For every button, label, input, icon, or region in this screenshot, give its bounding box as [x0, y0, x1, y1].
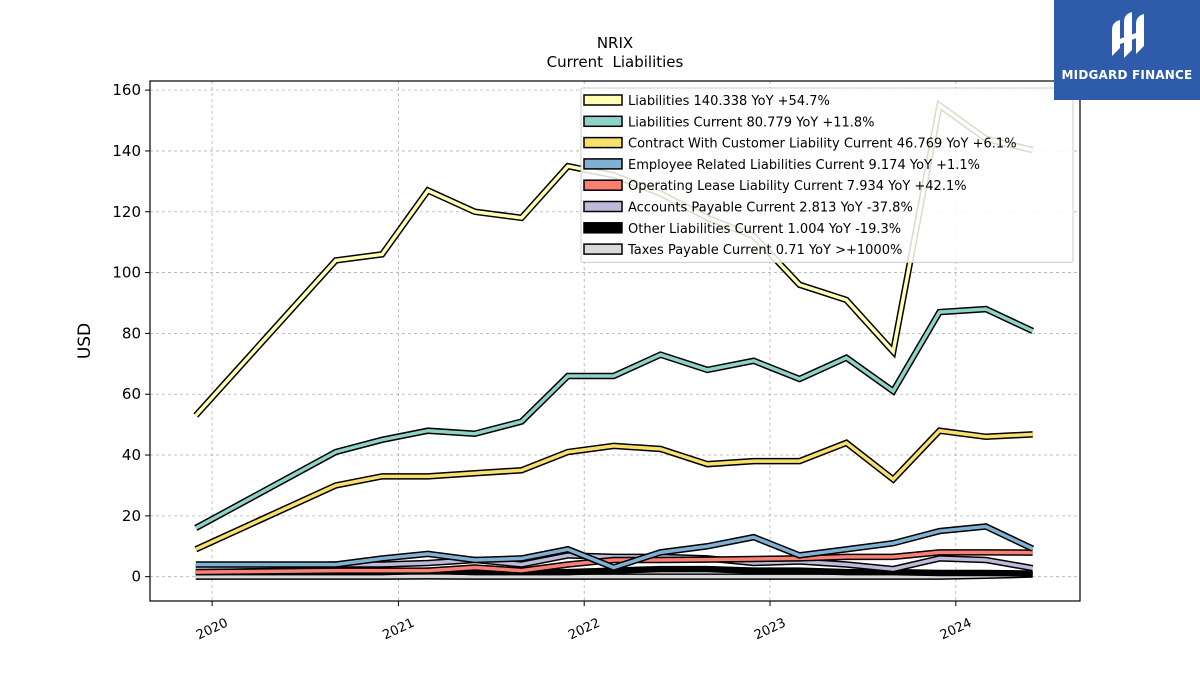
legend-swatch: [583, 94, 623, 106]
series-contract-with-customer-liability-current: [194, 427, 1033, 553]
series-liabilities-current: [194, 305, 1035, 531]
y-tick-label: 120: [112, 203, 141, 221]
legend-label: Employee Related Liabilities Current 9.1…: [628, 158, 980, 173]
x-tick-label: 2022: [566, 616, 602, 644]
series-line-outline: [194, 427, 1033, 553]
legend-label: Liabilities Current 80.779 YoY +11.8%: [628, 115, 875, 130]
midgard-finance-logo: MIDGARD FINANCE: [1054, 0, 1200, 100]
chart-title: NRIX: [597, 34, 633, 52]
legend-swatch: [583, 136, 623, 149]
legend-label: Contract With Customer Liability Current…: [628, 137, 1017, 152]
y-tick-label: 80: [122, 324, 141, 342]
logo-mark-icon: [1112, 12, 1144, 58]
logo-text: MIDGARD FINANCE: [1061, 68, 1193, 82]
x-tick-label: 2024: [938, 616, 974, 644]
chart-subtitle: Current Liabilities: [547, 53, 684, 71]
series-line: [195, 524, 1034, 570]
y-tick-label: 100: [112, 264, 141, 282]
legend-swatch: [583, 179, 623, 191]
legend-box: [580, 87, 1074, 263]
series-operating-lease-liability-current: [195, 549, 1033, 576]
y-tick-label: 20: [122, 507, 141, 525]
y-tick-label: 60: [122, 385, 141, 403]
legend-label: Other Liabilities Current 1.004 YoY -19.…: [628, 222, 901, 237]
legend-label: Taxes Payable Current 0.71 YoY >+1000%: [627, 243, 902, 258]
series-taxes-payable-current: [195, 571, 1033, 580]
series-employee-related-liabilities-current: [195, 523, 1035, 572]
series-line: [195, 550, 1033, 574]
y-tick-label: 0: [131, 568, 141, 586]
series-line: [194, 307, 1034, 530]
legend-swatch: [583, 158, 623, 170]
legend-label: Accounts Payable Current 2.813 YoY -37.8…: [628, 201, 913, 216]
legend-swatch: [583, 243, 623, 255]
legend-swatch: [583, 115, 623, 128]
legend-label: Operating Lease Liability Current 7.934 …: [628, 179, 967, 194]
y-tick-label: 140: [112, 142, 141, 160]
x-tick-label: 2021: [380, 616, 416, 644]
x-tick-label: 2020: [194, 616, 230, 644]
plot-frame: [149, 80, 1081, 602]
x-tick-label: 2023: [752, 616, 788, 644]
legend-label: Liabilities 140.338 YoY +54.7%: [628, 94, 830, 109]
y-axis-label: USD: [75, 323, 95, 359]
series-line: [195, 428, 1033, 551]
legend-swatch: [583, 200, 623, 213]
series-line: [195, 572, 1033, 579]
legend: Liabilities 140.338 YoY +54.7% Liabilitie…: [580, 87, 1074, 263]
y-tick-label: 40: [122, 446, 141, 464]
series-lines: [193, 99, 1035, 580]
legend-swatch: [583, 222, 623, 234]
y-tick-label: 160: [112, 81, 141, 99]
